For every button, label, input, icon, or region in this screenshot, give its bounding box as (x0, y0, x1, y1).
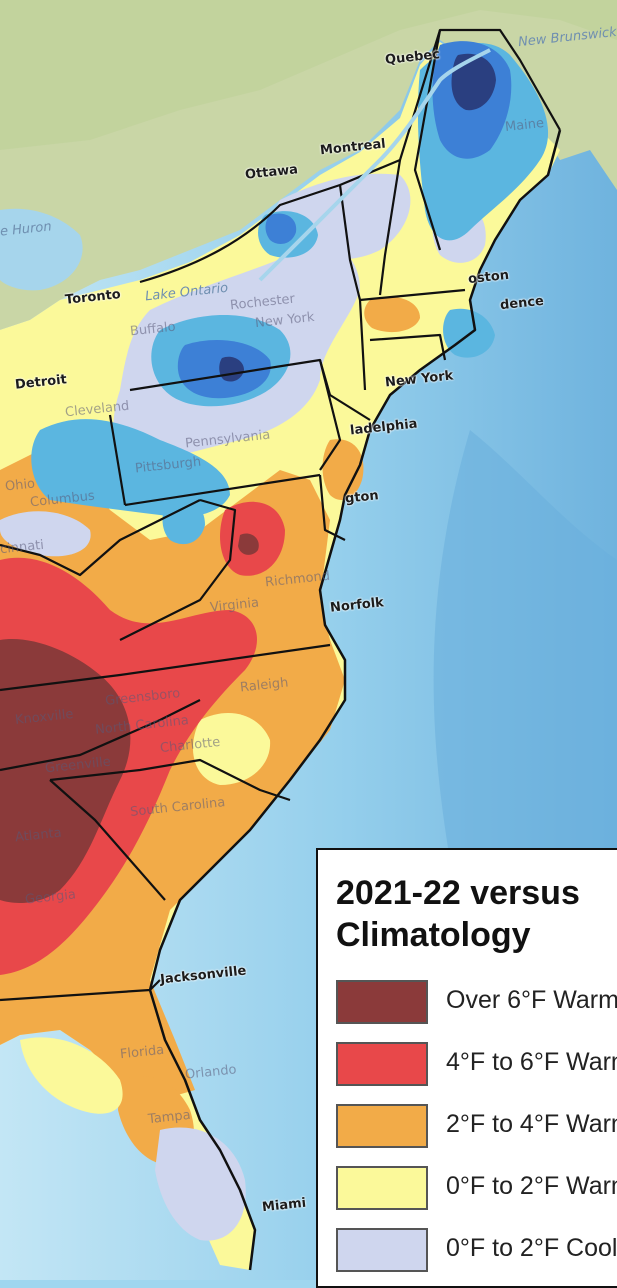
legend-item: 0°F to 2°F Warmer (336, 1166, 617, 1212)
zone-warm-over-6-dot (238, 533, 259, 555)
legend-swatch (336, 1228, 428, 1272)
legend-label: 0°F to 2°F Cooler (446, 1234, 617, 1262)
legend-label: 4°F to 6°F Warmer (446, 1048, 617, 1076)
canada-land-shading (0, 0, 617, 150)
legend-item: 2°F to 4°F Warmer (336, 1104, 617, 1150)
legend-title-line: Climatology (336, 916, 531, 954)
legend-label: 2°F to 4°F Warmer (446, 1110, 617, 1138)
zone-cool-4-6-vt (265, 213, 297, 244)
label-ohio: Ohio (4, 476, 36, 495)
legend-label: 0°F to 2°F Warmer (446, 1172, 617, 1200)
state-borders (0, 28, 561, 1002)
zone-yellow-florida (20, 1037, 123, 1114)
legend-swatch (336, 1166, 428, 1210)
legend-item: 0°F to 2°F Cooler (336, 1228, 617, 1274)
map-legend: 2021-22 versus Climatology Over 6°F Warme… (316, 848, 617, 1288)
zone-warm-2-4-ny (364, 296, 420, 333)
st-lawrence-river (258, 48, 491, 282)
legend-title: 2021-22 versus Climatology (336, 872, 580, 956)
coastline (148, 129, 562, 1271)
zone-cool-0-2-ohio (0, 511, 91, 557)
lake-huron (0, 208, 83, 291)
zone-cool-over-6-maine (451, 53, 496, 111)
zone-warm-over-6 (0, 639, 131, 903)
zone-cool-2-4-pa (31, 419, 230, 517)
legend-swatch (336, 1042, 428, 1086)
legend-title-line: 2021-22 versus (336, 874, 580, 912)
legend-label: Over 6°F Warmer (446, 986, 617, 1014)
zone-warm-2-4-nj (322, 439, 364, 500)
legend-item: Over 6°F Warmer (336, 980, 617, 1026)
zone-cool-2-4-wv (162, 498, 205, 545)
legend-swatch (336, 1104, 428, 1148)
legend-swatch (336, 980, 428, 1024)
legend-item: 4°F to 6°F Warmer (336, 1042, 617, 1088)
